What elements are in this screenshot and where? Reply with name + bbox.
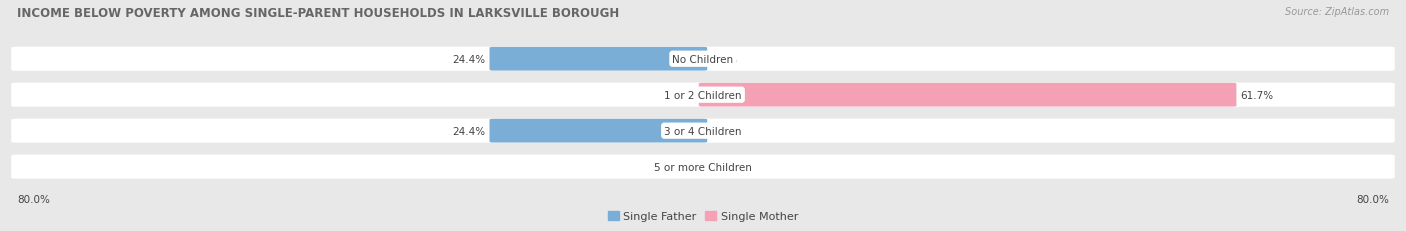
Legend: Single Father, Single Mother: Single Father, Single Mother	[603, 206, 803, 225]
Text: No Children: No Children	[672, 55, 734, 64]
Text: Source: ZipAtlas.com: Source: ZipAtlas.com	[1285, 7, 1389, 17]
FancyBboxPatch shape	[11, 119, 1395, 143]
Text: 0.0%: 0.0%	[668, 162, 695, 172]
Text: 0.0%: 0.0%	[668, 90, 695, 100]
Text: INCOME BELOW POVERTY AMONG SINGLE-PARENT HOUSEHOLDS IN LARKSVILLE BOROUGH: INCOME BELOW POVERTY AMONG SINGLE-PARENT…	[17, 7, 619, 20]
FancyBboxPatch shape	[489, 48, 707, 71]
Text: 80.0%: 80.0%	[17, 194, 49, 204]
Text: 24.4%: 24.4%	[453, 55, 485, 64]
Text: 3 or 4 Children: 3 or 4 Children	[664, 126, 742, 136]
Text: 61.7%: 61.7%	[1240, 90, 1274, 100]
Text: 0.0%: 0.0%	[711, 55, 738, 64]
Text: 24.4%: 24.4%	[453, 126, 485, 136]
Text: 0.0%: 0.0%	[711, 126, 738, 136]
FancyBboxPatch shape	[489, 119, 707, 143]
Text: 1 or 2 Children: 1 or 2 Children	[664, 90, 742, 100]
Text: 0.0%: 0.0%	[711, 162, 738, 172]
FancyBboxPatch shape	[11, 83, 1395, 107]
FancyBboxPatch shape	[11, 47, 1395, 72]
FancyBboxPatch shape	[11, 155, 1395, 179]
FancyBboxPatch shape	[699, 83, 1236, 107]
Text: 80.0%: 80.0%	[1357, 194, 1389, 204]
Text: 5 or more Children: 5 or more Children	[654, 162, 752, 172]
